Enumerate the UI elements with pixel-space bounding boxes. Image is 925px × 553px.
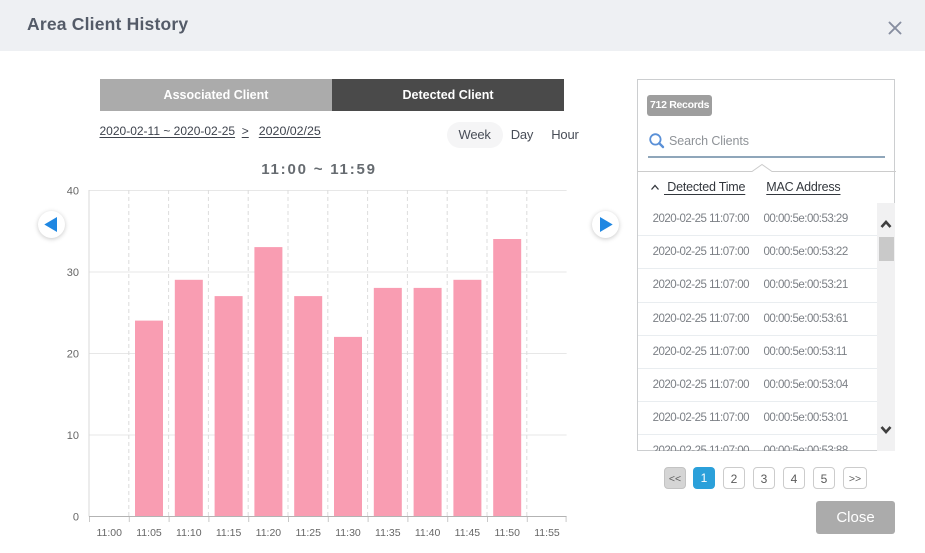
svg-text:11:50: 11:50 bbox=[494, 527, 520, 539]
svg-text:11:20: 11:20 bbox=[256, 527, 282, 539]
svg-text:11:35: 11:35 bbox=[375, 527, 401, 539]
svg-text:11:15: 11:15 bbox=[216, 527, 242, 539]
svg-text:30: 30 bbox=[67, 267, 79, 279]
svg-text:11:05: 11:05 bbox=[136, 527, 162, 539]
svg-text:11:25: 11:25 bbox=[295, 527, 321, 539]
svg-text:11:30: 11:30 bbox=[335, 527, 361, 539]
svg-text:0: 0 bbox=[73, 512, 79, 524]
svg-text:11:10: 11:10 bbox=[176, 527, 202, 539]
svg-text:10: 10 bbox=[67, 430, 79, 442]
svg-text:11:45: 11:45 bbox=[455, 527, 481, 539]
svg-text:40: 40 bbox=[67, 186, 79, 198]
svg-text:20: 20 bbox=[67, 349, 79, 361]
svg-text:11:00: 11:00 bbox=[96, 527, 122, 539]
svg-text:11:40: 11:40 bbox=[415, 527, 441, 539]
svg-text:11:55: 11:55 bbox=[534, 527, 560, 539]
